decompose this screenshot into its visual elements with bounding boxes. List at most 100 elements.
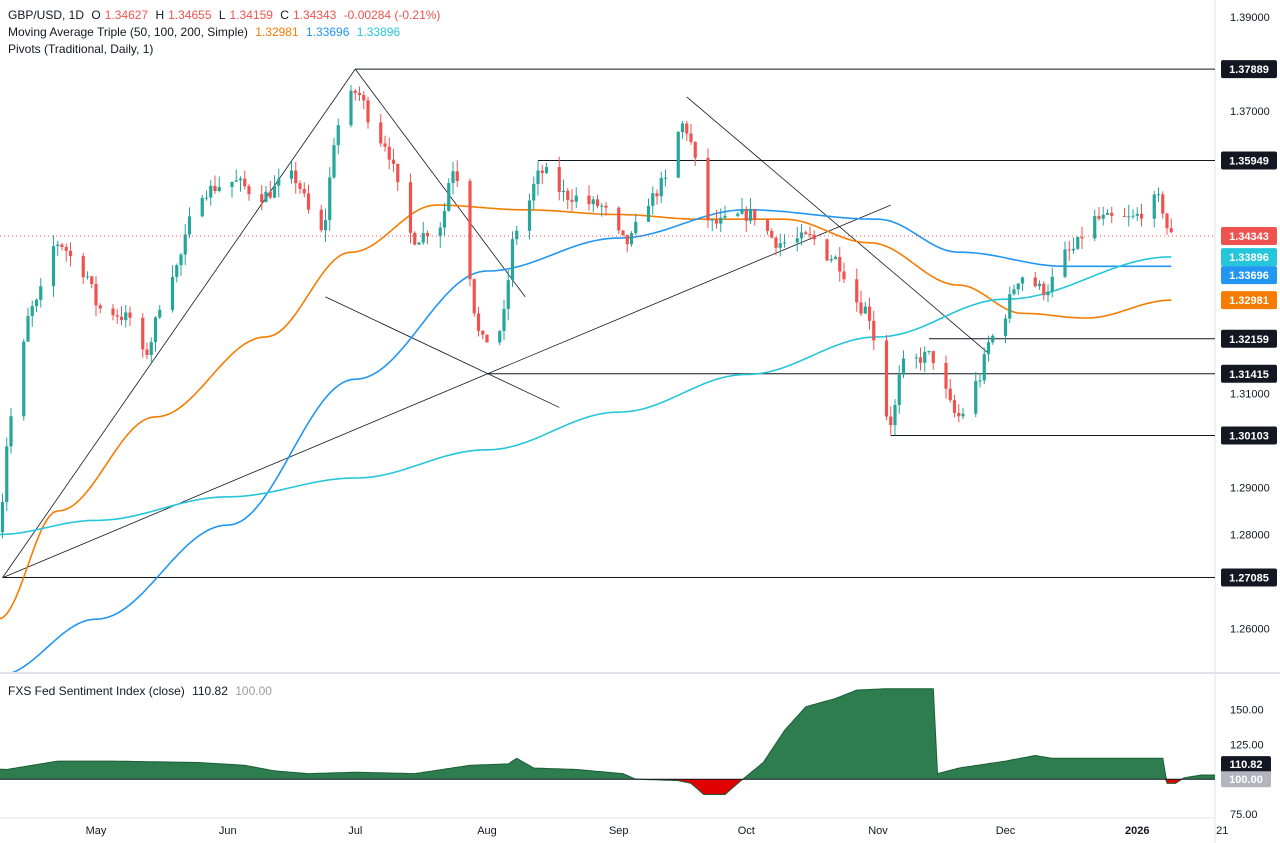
- candle-body: [952, 400, 957, 413]
- candle-body: [468, 180, 472, 280]
- pivot-level-tag: [1221, 568, 1277, 587]
- candle-body: [34, 299, 39, 307]
- candle-body: [1161, 194, 1165, 214]
- pivot-level-tag-label: 1.32159: [1229, 334, 1269, 346]
- high-value: 1.34655: [168, 8, 212, 22]
- candle-body: [808, 234, 812, 236]
- candle-body: [778, 243, 782, 248]
- ma50-value: 1.32981: [255, 25, 299, 39]
- pivot-level-tag: [1221, 329, 1277, 348]
- indicator-legend: FXS Fed Sentiment Index (close) 110.82 1…: [8, 683, 276, 699]
- candle-body: [901, 358, 906, 375]
- candle-body: [659, 177, 663, 197]
- price-tag: [1221, 291, 1277, 310]
- candle-body: [540, 170, 544, 174]
- candle-body: [247, 186, 251, 195]
- low-value: 1.34159: [229, 8, 273, 22]
- candle-body: [234, 180, 238, 182]
- candle-body: [859, 302, 863, 314]
- indicator-axis-tick-label: 75.00: [1230, 809, 1258, 821]
- candle-body: [838, 256, 842, 272]
- candle-body: [1097, 216, 1101, 219]
- candle-body: [1110, 212, 1114, 216]
- pivot-level-tag: [1221, 60, 1277, 79]
- candle-body: [56, 244, 60, 247]
- pivot-level-tag-label: 1.37889: [1229, 64, 1269, 76]
- candle-body: [706, 157, 710, 221]
- candle-body: [689, 133, 693, 142]
- price-axis-tick-label: 1.31000: [1230, 388, 1270, 400]
- candle-body: [884, 340, 889, 417]
- open-label: O: [91, 8, 101, 22]
- candle-body: [9, 416, 13, 447]
- candle-body: [153, 317, 158, 343]
- candle-body: [115, 315, 119, 317]
- indicator-reference: 100.00: [235, 684, 272, 698]
- moving-average-line: [0, 204, 1172, 620]
- candle-body: [319, 209, 323, 231]
- candle-body: [804, 232, 808, 235]
- candle-body: [391, 159, 396, 164]
- candle-body: [90, 276, 94, 285]
- candle-body: [175, 265, 179, 277]
- candle-body: [982, 354, 986, 381]
- price-axis-tick-label: 1.28000: [1230, 529, 1270, 541]
- candle-body: [357, 92, 362, 96]
- candle-body: [829, 258, 833, 261]
- candle-body: [387, 146, 391, 160]
- candle-body: [179, 254, 183, 266]
- candle-body: [260, 194, 264, 203]
- candle-body: [421, 233, 425, 243]
- pivot-level-tag-label: 1.27085: [1229, 573, 1269, 585]
- moving-average-line: [12, 209, 1172, 672]
- low-label: L: [218, 8, 226, 22]
- candle-body: [600, 205, 604, 207]
- candle-body: [1063, 249, 1067, 277]
- change-value: -0.00284 (-0.21%): [343, 8, 441, 22]
- candle-body: [961, 413, 965, 417]
- candle-body: [646, 205, 651, 222]
- candle-body: [948, 388, 952, 401]
- price-tag-label: 1.34343: [1229, 231, 1269, 243]
- candle-body: [1042, 283, 1046, 296]
- price-axis-tick-label: 1.29000: [1230, 482, 1270, 494]
- candle-body: [328, 177, 332, 221]
- price-axis-tick-label: 1.37000: [1230, 106, 1270, 118]
- candle-body: [149, 342, 153, 356]
- candle-body: [200, 197, 204, 217]
- candle-body: [1131, 215, 1135, 217]
- candle-body: [825, 239, 829, 261]
- candle-body: [68, 250, 73, 257]
- candle-body: [710, 219, 714, 221]
- candle-body: [349, 90, 353, 126]
- candle-body: [629, 233, 634, 245]
- price-tag: [1221, 266, 1277, 285]
- candle-body: [1020, 277, 1025, 284]
- price-axis-tick-label: 1.26000: [1230, 624, 1270, 636]
- candle-body: [753, 209, 757, 221]
- indicator-label: FXS Fed Sentiment Index (close): [8, 684, 185, 698]
- candle-body: [931, 351, 935, 364]
- candle-body: [1016, 283, 1020, 290]
- indicator-axis-tick-label: 150.00: [1230, 705, 1264, 717]
- candle-body: [183, 234, 187, 255]
- candle-body: [855, 279, 859, 303]
- candle-body: [425, 233, 430, 237]
- sentiment-line: [0, 688, 1215, 795]
- candle-body: [812, 234, 816, 240]
- candle-body: [39, 286, 43, 300]
- candle-body: [141, 317, 145, 350]
- candle-body: [604, 205, 608, 208]
- candle-body: [1165, 213, 1169, 229]
- candle-body: [455, 171, 459, 181]
- trendline: [2, 373, 488, 579]
- price-axis-tick-label: 1.39000: [1230, 12, 1270, 24]
- candle-body: [30, 306, 34, 317]
- candle-body: [81, 256, 85, 278]
- trendline: [325, 296, 560, 408]
- candle-body: [680, 123, 685, 133]
- candle-body: [867, 306, 872, 321]
- candle-body: [98, 305, 102, 309]
- candle-body: [230, 181, 234, 188]
